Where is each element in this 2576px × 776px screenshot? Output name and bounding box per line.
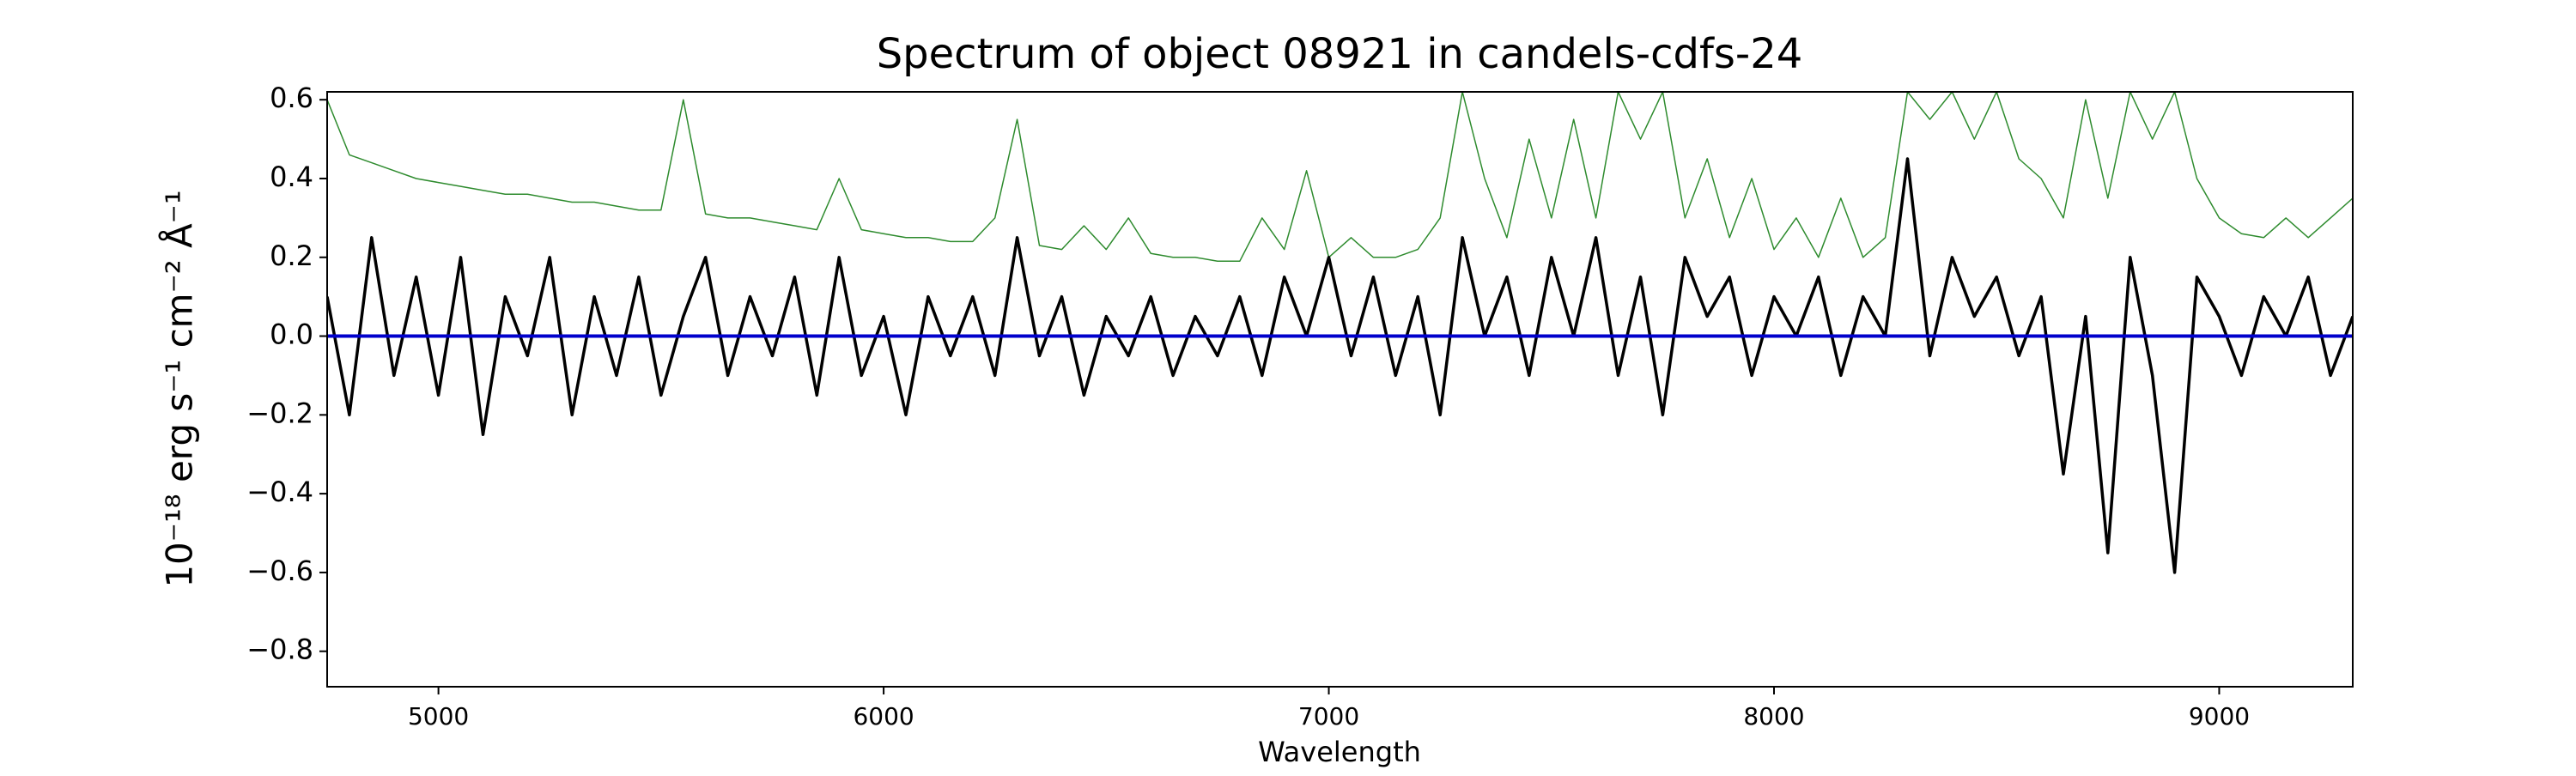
y-tick-label: 0.2: [270, 239, 313, 272]
y-tick-label: −0.8: [246, 634, 313, 666]
x-tick-label: 5000: [408, 702, 469, 731]
plot-area: [327, 92, 2353, 574]
plot-frame: [326, 91, 2354, 688]
y-axis-label: 10⁻¹⁸ erg s⁻¹ cm⁻² Å⁻¹: [158, 190, 201, 587]
y-tick-label: −0.6: [246, 555, 313, 587]
y-tick-label: −0.4: [246, 476, 313, 508]
chart-title: Spectrum of object 08921 in candels-cdfs…: [877, 30, 1803, 78]
y-tick-label: 0.4: [270, 161, 313, 193]
series-line: [327, 92, 2353, 263]
y-tick-label: −0.2: [246, 397, 313, 429]
x-axis-label: Wavelength: [1258, 736, 1421, 768]
x-tick-label: 6000: [853, 702, 914, 731]
x-tick-label: 9000: [2189, 702, 2250, 731]
y-tick-label: 0.0: [270, 318, 313, 351]
x-tick-label: 7000: [1298, 702, 1359, 731]
x-tick-label: 8000: [1743, 702, 1804, 731]
y-tick-label: 0.6: [270, 82, 313, 114]
series-line: [327, 157, 2353, 574]
